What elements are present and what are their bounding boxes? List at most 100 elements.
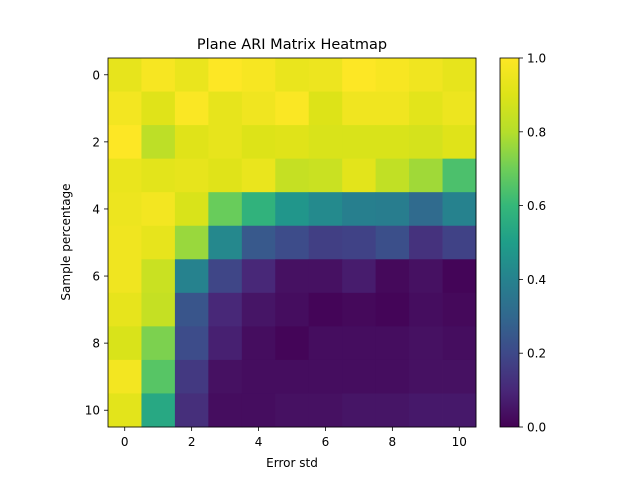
tick-label: 2 — [188, 435, 196, 449]
heatmap-cell — [442, 225, 477, 260]
heatmap-cell — [108, 125, 142, 160]
tick-label: 0.4 — [527, 273, 546, 287]
heatmap-cell — [442, 359, 477, 394]
heatmap-cell — [108, 259, 142, 294]
heatmap-cell — [141, 192, 176, 227]
x-axis-label: Error std — [266, 456, 318, 470]
heatmap-cell — [342, 326, 377, 361]
tick-label: 0.0 — [527, 421, 546, 435]
y-axis-ticks: 0 2 4 6 8 10 — [85, 68, 108, 418]
heatmap-cell — [342, 225, 377, 260]
tick-label: 6 — [92, 270, 100, 284]
heatmap-cell — [108, 192, 142, 227]
heatmap-cell — [342, 158, 377, 193]
heatmap-cell — [174, 58, 209, 92]
heatmap-cell — [308, 393, 343, 428]
heatmap-cell — [308, 125, 343, 160]
heatmap-cell — [141, 225, 176, 260]
heatmap-cell — [108, 158, 142, 193]
tick-label: 4 — [92, 202, 100, 216]
heatmap-cell — [208, 225, 243, 260]
heatmap-cell — [442, 125, 477, 160]
heatmap-cell — [108, 225, 142, 260]
heatmap-cell — [141, 91, 176, 126]
heatmap-cell — [241, 225, 276, 260]
heatmap-cell — [275, 91, 310, 126]
heatmap-cell — [174, 225, 209, 260]
heatmap-cell — [141, 393, 176, 428]
heatmap-cell — [442, 326, 477, 361]
heatmap-cell — [342, 192, 377, 227]
tick-label: 0.8 — [527, 125, 546, 139]
heatmap-cell — [174, 292, 209, 327]
heatmap-cell — [375, 125, 410, 160]
heatmap-cell — [442, 393, 477, 428]
heatmap-cell — [174, 359, 209, 394]
heatmap-cell — [409, 192, 443, 227]
heatmap-cell — [208, 91, 243, 126]
heatmap-cell — [275, 359, 310, 394]
heatmap-cell — [108, 393, 142, 428]
heatmap-cell — [141, 158, 176, 193]
heatmap-cell — [275, 125, 310, 160]
tick-label: 10 — [85, 404, 100, 418]
heatmap-cell — [375, 326, 410, 361]
heatmap-cell — [375, 259, 410, 294]
heatmap-cell — [308, 259, 343, 294]
heatmap-cell — [308, 158, 343, 193]
heatmap-cell — [108, 326, 142, 361]
heatmap-cell — [241, 326, 276, 361]
heatmap-cell — [208, 158, 243, 193]
heatmap-cell — [241, 125, 276, 160]
heatmap-cell — [409, 91, 443, 126]
heatmap-cell — [275, 225, 310, 260]
tick-label: 8 — [92, 337, 100, 351]
heatmap-cell — [208, 326, 243, 361]
heatmap-cell — [141, 259, 176, 294]
heatmap-cell — [375, 393, 410, 428]
heatmap-cell — [241, 158, 276, 193]
heatmap-cell — [241, 393, 276, 428]
heatmap-cell — [308, 225, 343, 260]
heatmap-cell — [108, 292, 142, 327]
heatmap-cell — [208, 359, 243, 394]
heatmap-cell — [141, 326, 176, 361]
tick-label: 6 — [322, 435, 330, 449]
heatmap-cell — [174, 192, 209, 227]
tick-label: 2 — [92, 135, 100, 149]
heatmap-cell — [241, 259, 276, 294]
heatmap-cell — [308, 326, 343, 361]
tick-label: 1.0 — [527, 52, 546, 66]
heatmap-cell — [442, 91, 477, 126]
heatmap-cell — [108, 58, 142, 92]
heatmap-cell — [275, 192, 310, 227]
heatmap-cell — [442, 259, 477, 294]
heatmap-cell — [241, 192, 276, 227]
heatmap-cell — [141, 125, 176, 160]
x-axis-ticks: 0 2 4 6 8 10 — [121, 427, 467, 449]
heatmap-cell — [375, 292, 410, 327]
tick-label: 0.2 — [527, 347, 546, 361]
heatmap-cell — [409, 393, 443, 428]
heatmap-cell — [308, 192, 343, 227]
heatmap-cell — [442, 292, 477, 327]
tick-label: 10 — [452, 435, 467, 449]
tick-label: 0.6 — [527, 199, 546, 213]
heatmap-cell — [241, 359, 276, 394]
heatmap-cell — [108, 359, 142, 394]
heatmap-cell — [342, 259, 377, 294]
heatmap-cell — [308, 292, 343, 327]
heatmap-cell — [308, 58, 343, 92]
heatmap-cell — [241, 58, 276, 92]
tick-label: 0 — [92, 68, 100, 82]
heatmap-cells — [108, 58, 477, 428]
plot-frame — [107, 57, 477, 428]
heatmap-cell — [375, 192, 410, 227]
heatmap-cell — [308, 91, 343, 126]
heatmap-cell — [241, 91, 276, 126]
heatmap-cell — [308, 359, 343, 394]
heatmap-cell — [275, 58, 310, 92]
y-axis-label: Sample percentage — [59, 183, 73, 300]
heatmap-cell — [442, 58, 477, 92]
